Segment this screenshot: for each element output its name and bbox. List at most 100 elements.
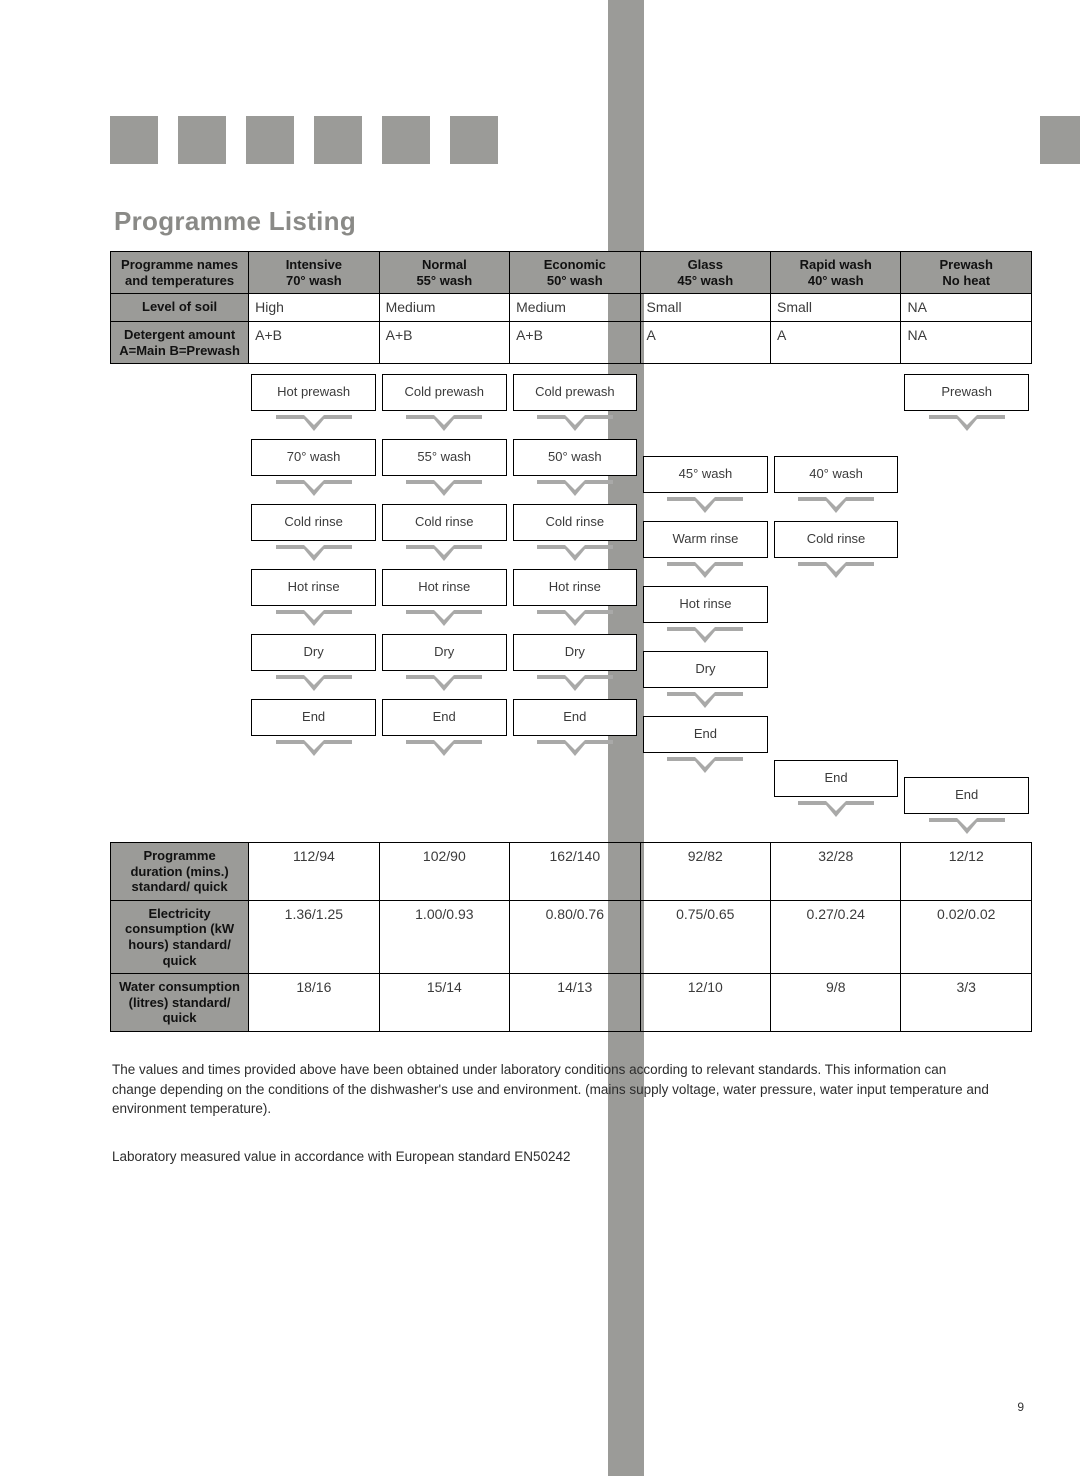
flow-step: Cold rinse (513, 504, 638, 541)
flow-spacer (643, 364, 768, 446)
cell-soil: Medium (510, 294, 640, 322)
flow-step: Hot rinse (251, 569, 376, 606)
page-number: 9 (1017, 1400, 1024, 1414)
cell-elec: 1.00/0.93 (379, 900, 509, 973)
cell-elec: 0.27/0.24 (771, 900, 901, 973)
page-title: Programme Listing (114, 206, 1032, 237)
cell-water: 18/16 (249, 974, 379, 1032)
flow-step-label: Hot rinse (251, 569, 376, 606)
flow-step-label: Cold prewash (513, 374, 638, 411)
flow-spacer (774, 586, 899, 668)
flow-step-label: 40° wash (774, 456, 899, 493)
flow-step: 70° wash (251, 439, 376, 476)
row-electricity-head: Electricity consumption (kW hours) stand… (111, 900, 249, 973)
flow-step-label: Dry (382, 634, 507, 671)
down-arrow-icon (404, 738, 484, 760)
flow-region: Hot prewash70° washCold rinseHot rinseDr… (110, 364, 1032, 842)
cell-elec: 0.75/0.65 (640, 900, 770, 973)
down-arrow-icon (274, 673, 354, 695)
cell-water: 14/13 (510, 974, 640, 1032)
page: Programme Listing Programme names and te… (0, 0, 1080, 1476)
flow-step-label: 70° wash (251, 439, 376, 476)
flow-step: End (513, 699, 638, 736)
deco-square (314, 116, 362, 164)
deco-square (178, 116, 226, 164)
cell-water: 9/8 (771, 974, 901, 1032)
flow-step: Cold prewash (382, 374, 507, 411)
cell-detergent: NA (901, 321, 1032, 363)
down-arrow-icon (274, 543, 354, 565)
down-arrow-icon (665, 690, 745, 712)
flow-column: 40° washCold rinseEnd (771, 364, 902, 842)
flow-step-label: End (904, 777, 1029, 814)
col-head: Rapid wash40° wash (771, 252, 901, 294)
down-arrow-icon (404, 413, 484, 435)
flow-step: Cold prewash (513, 374, 638, 411)
programme-table: Programme names and temperatures Intensi… (110, 251, 1032, 364)
flow-step: Hot prewash (251, 374, 376, 411)
row-water-head: Water consumption (litres) standard/ qui… (111, 974, 249, 1032)
flow-step-label: Hot rinse (643, 586, 768, 623)
cell-duration: 92/82 (640, 843, 770, 901)
cell-water: 12/10 (640, 974, 770, 1032)
down-arrow-icon (665, 755, 745, 777)
flow-step: End (643, 716, 768, 753)
row-duration-head: Programme duration (mins.) standard/ qui… (111, 843, 249, 901)
flow-column: 45° wash Warm rinse Hot rinse Dry End (640, 364, 771, 842)
cell-water: 15/14 (379, 974, 509, 1032)
cell-detergent: A (640, 321, 770, 363)
flow-step-label: Cold prewash (382, 374, 507, 411)
flow-step-label: Cold rinse (251, 504, 376, 541)
cell-duration: 112/94 (249, 843, 379, 901)
deco-square (110, 116, 158, 164)
flow-step-label: Dry (513, 634, 638, 671)
stats-table: Programme duration (mins.) standard/ qui… (110, 842, 1032, 1032)
topbar (0, 116, 1080, 164)
row-detergent-head: Detergent amount A=Main B=Prewash (111, 321, 249, 363)
flow-step: End (904, 777, 1029, 814)
flow-step: Hot rinse (382, 569, 507, 606)
down-arrow-icon (796, 799, 876, 821)
cell-water: 3/3 (901, 974, 1032, 1032)
flow-step: 50° wash (513, 439, 638, 476)
cell-soil: High (249, 294, 379, 322)
footnote-1: The values and times provided above have… (112, 1060, 992, 1119)
col-head-label: Programme names and temperatures (111, 252, 249, 294)
cell-elec: 1.36/1.25 (249, 900, 379, 973)
flow-step: Cold rinse (382, 504, 507, 541)
flow-step: Cold rinse (251, 504, 376, 541)
flow-column: Prewash End (901, 364, 1032, 842)
down-arrow-icon (665, 625, 745, 647)
flow-step-label: Dry (643, 651, 768, 688)
flow-column: Hot prewash 70° wash Cold rinse Hot rinse Dr… (248, 364, 379, 842)
flow-step-label: Hot rinse (382, 569, 507, 606)
footnote-2: Laboratory measured value in accordance … (112, 1147, 992, 1167)
footnotes: The values and times provided above have… (112, 1060, 992, 1166)
flow-column: Cold prewash50° washCold rinseHot rinseD… (510, 364, 641, 842)
flow-step: Hot rinse (643, 586, 768, 623)
down-arrow-icon (535, 673, 615, 695)
flow-step-label: Cold rinse (513, 504, 638, 541)
flow-column: Cold prewash55° washCold rinseHot rinseD… (379, 364, 510, 842)
flow-step-label: End (382, 699, 507, 736)
cell-detergent: A+B (249, 321, 379, 363)
flow-step: Prewash (904, 374, 1029, 411)
down-arrow-icon (274, 478, 354, 500)
flow-step: Cold rinse (774, 521, 899, 558)
deco-square (450, 116, 498, 164)
flow-spacer (774, 364, 899, 446)
down-arrow-icon (404, 673, 484, 695)
down-arrow-icon (274, 738, 354, 760)
col-head: PrewashNo heat (901, 252, 1032, 294)
flow-step: 45° wash (643, 456, 768, 493)
cell-elec: 0.02/0.02 (901, 900, 1032, 973)
flow-step-label: Dry (251, 634, 376, 671)
flow-step-label: 50° wash (513, 439, 638, 476)
flow-step-label: End (251, 699, 376, 736)
down-arrow-icon (796, 560, 876, 582)
flow-step-label: Hot prewash (251, 374, 376, 411)
down-arrow-icon (535, 543, 615, 565)
flow-step: Warm rinse (643, 521, 768, 558)
down-arrow-icon (927, 413, 1007, 435)
col-head: Intensive70° wash (249, 252, 379, 294)
